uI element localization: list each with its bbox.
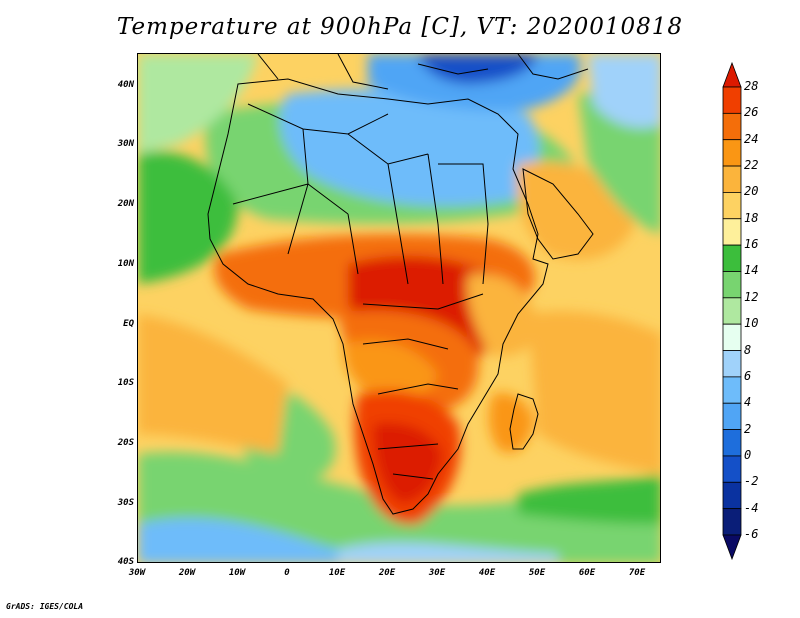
colorbar-label: 4 bbox=[744, 395, 752, 410]
colorbar-band bbox=[722, 244, 742, 272]
colorbar-band bbox=[722, 508, 742, 536]
field-kalahari-hot bbox=[373, 422, 443, 504]
colorbar-band bbox=[722, 376, 742, 404]
lat-label-20s: 20S bbox=[117, 438, 134, 448]
lat-label-eq: EQ bbox=[123, 319, 134, 329]
map-title: Temperature at 900hPa [C], VT: 202001081… bbox=[116, 14, 684, 40]
field-east-africa-yellow bbox=[466, 273, 538, 356]
europe-coastline bbox=[257, 54, 589, 90]
lon-label-10w: 10W bbox=[228, 568, 246, 578]
colorbar-label: 18 bbox=[744, 210, 759, 225]
colorbar-band bbox=[722, 455, 742, 483]
colorbar-band bbox=[722, 350, 742, 378]
africa-coastline bbox=[207, 78, 549, 515]
colorbar-label: 24 bbox=[744, 131, 759, 146]
map-panel bbox=[137, 53, 661, 563]
lon-label-30e: 30E bbox=[428, 568, 446, 578]
colorbar-label: 26 bbox=[744, 105, 759, 120]
lon-label-0: 0 bbox=[284, 568, 290, 578]
field-indian-ocean bbox=[528, 311, 660, 474]
lon-label-60e: 60E bbox=[578, 568, 596, 578]
colorbar-band bbox=[722, 481, 742, 510]
field-south-lightblue bbox=[338, 542, 558, 562]
colorbar bbox=[722, 62, 742, 560]
lat-label-40n: 40N bbox=[117, 80, 134, 90]
field-congo-orange bbox=[343, 340, 438, 399]
arabia-coastline bbox=[522, 168, 594, 260]
lat-label-30s: 30S bbox=[117, 498, 134, 508]
colorbar-label: 16 bbox=[744, 237, 759, 252]
field-southeast-green bbox=[518, 474, 660, 524]
colorbar-bands bbox=[722, 62, 742, 560]
colorbar-band bbox=[722, 297, 742, 325]
colorbar-band bbox=[722, 192, 742, 220]
colorbar-label: 20 bbox=[744, 184, 759, 199]
colorbar-label: -6 bbox=[744, 527, 759, 541]
temperature-map bbox=[138, 54, 660, 562]
colorbar-label: 22 bbox=[744, 158, 759, 173]
colorbar-label: -4 bbox=[744, 500, 759, 515]
colorbar-label: 12 bbox=[744, 289, 759, 304]
lat-label-10s: 10S bbox=[117, 378, 134, 388]
colorbar-band bbox=[722, 165, 742, 193]
lon-label-30w: 30W bbox=[128, 568, 146, 578]
colorbar-label: 14 bbox=[744, 263, 759, 278]
colorbar-band bbox=[722, 323, 742, 351]
grads-credit: GrADS: IGES/COLA bbox=[6, 602, 84, 611]
colorbar-band bbox=[722, 429, 742, 457]
colorbar-band bbox=[722, 218, 742, 246]
lon-label-40e: 40E bbox=[478, 568, 496, 578]
field-north-east-green bbox=[578, 94, 660, 234]
colorbar-label: 6 bbox=[744, 368, 752, 383]
madagascar-coastline bbox=[509, 393, 539, 450]
coastlines bbox=[207, 54, 594, 515]
lat-label-40s: 40S bbox=[117, 557, 134, 567]
colorbar-band bbox=[722, 139, 742, 167]
colorbar-band bbox=[722, 271, 742, 299]
lat-label-10n: 10N bbox=[117, 259, 134, 269]
colorbar-top-triangle bbox=[722, 62, 742, 88]
temperature-field bbox=[138, 54, 660, 562]
field-sahara-blue bbox=[279, 89, 539, 206]
colorbar-label: 0 bbox=[744, 447, 752, 462]
field-north-east-blue bbox=[588, 54, 660, 128]
colorbar-label: 8 bbox=[744, 342, 752, 357]
lat-label-20n: 20N bbox=[117, 199, 134, 209]
lon-label-20e: 20E bbox=[378, 568, 396, 578]
colorbar-label: -2 bbox=[744, 474, 759, 489]
field-south-blue bbox=[138, 517, 433, 562]
lon-label-10e: 10E bbox=[328, 568, 346, 578]
colorbar-band bbox=[722, 402, 742, 430]
lat-label-30n: 30N bbox=[117, 139, 134, 149]
lon-label-20w: 20W bbox=[178, 568, 196, 578]
colorbar-label: 10 bbox=[744, 316, 759, 331]
lon-label-70e: 70E bbox=[628, 568, 646, 578]
colorbar-bottom-triangle bbox=[722, 534, 742, 560]
colorbar-label: 28 bbox=[744, 79, 759, 93]
colorbar-band bbox=[722, 86, 742, 114]
lon-label-50e: 50E bbox=[528, 568, 546, 578]
field-nw-atlantic bbox=[138, 54, 258, 154]
field-north-darkblue bbox=[418, 54, 538, 84]
colorbar-label: 2 bbox=[744, 421, 752, 436]
field-west-atlantic-green bbox=[138, 151, 238, 284]
field-atlantic-yellow bbox=[138, 314, 288, 454]
country-borders bbox=[232, 103, 489, 480]
colorbar-band bbox=[722, 112, 742, 141]
